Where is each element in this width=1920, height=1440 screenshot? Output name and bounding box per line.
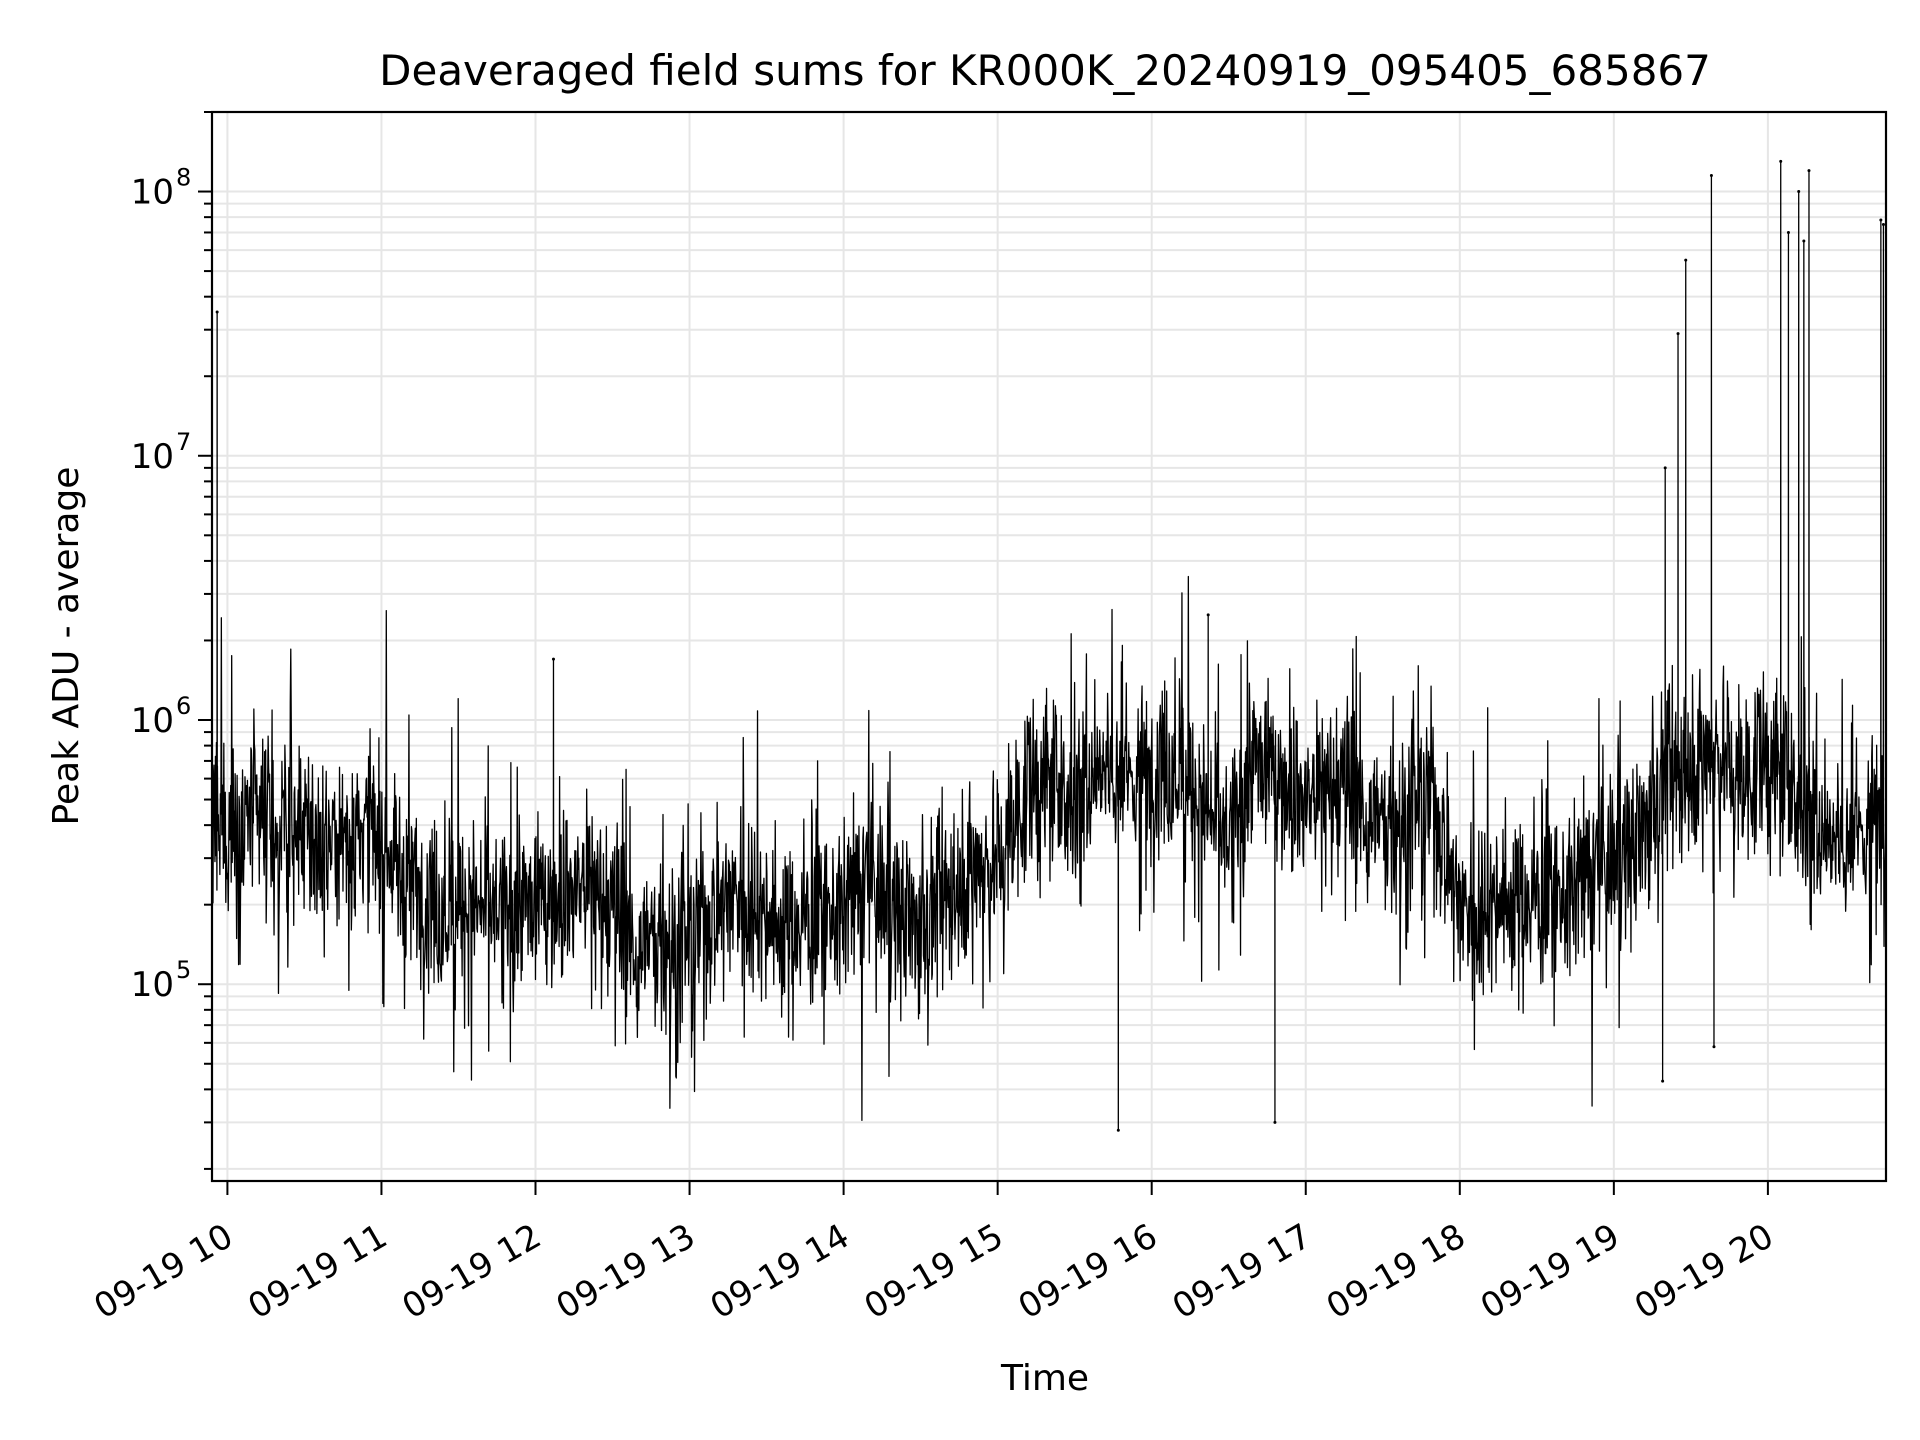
spike-point xyxy=(1712,1045,1716,1049)
spike-point xyxy=(1116,1128,1120,1132)
spike-point xyxy=(1206,613,1210,617)
y-axis-label: Peak ADU - average xyxy=(46,467,87,826)
axes-frame xyxy=(210,110,1888,1183)
spike-point xyxy=(1661,1079,1665,1083)
y-tick-label-exponent: 6 xyxy=(176,692,191,720)
spike-point xyxy=(1663,466,1667,470)
series-line xyxy=(212,160,1886,1131)
spike-point xyxy=(551,657,555,661)
y-tick-label-exponent: 7 xyxy=(176,428,191,456)
plot-area xyxy=(212,159,1886,1132)
spike-point xyxy=(1797,190,1801,194)
y-tick-label-base: 10 xyxy=(131,701,174,741)
x-axis-label: Time xyxy=(1000,1358,1089,1399)
spike-point xyxy=(1709,174,1713,178)
chart-title: Deaveraged field sums for KR000K_2024091… xyxy=(379,46,1711,95)
spike-point xyxy=(1273,1120,1277,1124)
spike-point xyxy=(1779,159,1783,163)
spike-point xyxy=(1881,223,1885,227)
spike-point xyxy=(1879,218,1883,222)
spike-point xyxy=(1676,332,1680,336)
y-tick-label-base: 10 xyxy=(131,437,174,477)
spike-point xyxy=(215,310,219,314)
y-tick-label-exponent: 5 xyxy=(176,956,191,984)
y-tick-label-base: 10 xyxy=(131,965,174,1005)
spike-point xyxy=(1786,230,1790,234)
y-tick-label-base: 10 xyxy=(131,173,174,213)
spike-point xyxy=(1807,169,1811,173)
y-tick-label-exponent: 8 xyxy=(176,164,191,192)
spike-point xyxy=(1684,258,1688,262)
spike-point xyxy=(1802,239,1806,243)
